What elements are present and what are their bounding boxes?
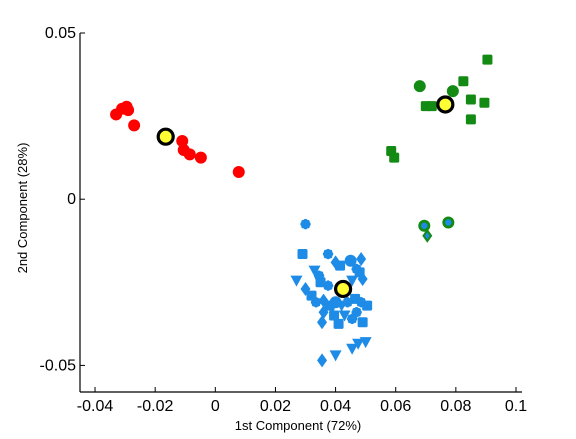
y-tick-label: -0.05 [40,357,77,374]
data-point [300,218,311,230]
data-point [479,97,490,108]
x-tick-label: -0.02 [137,398,174,415]
data-point [426,101,437,112]
data-point [465,114,476,125]
x-tick-label: 0.06 [380,398,411,415]
data-point [322,248,334,260]
data-point [290,275,303,287]
data-point [458,76,469,87]
data-point [297,249,308,260]
data-point [362,300,373,311]
data-point [346,313,358,325]
data-point [356,252,367,267]
x-tick-label: -0.04 [77,398,114,415]
series-1 [290,218,373,368]
data-point [176,135,189,148]
centroid-marker [333,279,353,299]
x-tick-label: 0.04 [320,398,351,415]
y-tick-label: 0.05 [45,25,76,42]
data-point [317,353,328,368]
x-tick-label: 0 [211,398,220,415]
data-point [232,165,245,178]
data-point [442,216,455,229]
data-point [322,280,334,291]
data-point [422,228,433,243]
data-point [329,350,342,362]
data-point [329,310,340,321]
data-point [351,263,362,275]
centroid-marker [156,127,175,146]
data-point [335,260,346,271]
data-point [346,275,359,287]
data-point [413,80,426,93]
data-point [308,265,321,277]
x-tick-label: 0.08 [440,398,471,415]
data-point [352,338,365,350]
data-point [318,305,329,320]
data-point [465,94,476,105]
data-point [183,148,196,161]
data-point [310,297,322,308]
data-point [333,318,344,329]
y-axis-title: 2nd Component (28%) [15,143,30,274]
data-point [317,315,328,330]
data-point [357,317,368,328]
x-tick-label: 0.1 [505,398,527,415]
data-point [357,271,368,286]
series-0 [110,100,245,178]
data-point [351,307,362,318]
series-2 [386,54,493,243]
axes: -0.04 -0.02 0 0.02 0.04 0.06 0.08 0.1 -0.05 0 0.05 [40,25,528,415]
data-point [389,152,400,163]
data-point [418,219,431,232]
centroid-marker [436,95,455,114]
data-point [446,85,459,98]
cluster-centroids [156,95,455,299]
data-point [346,343,359,355]
data-point [338,310,351,322]
x-axis-title: 1st Component (72%) [235,418,361,433]
data-point [482,54,493,65]
data-points [110,54,493,368]
data-point [194,151,207,164]
data-point [122,104,135,117]
x-tick-label: 0.02 [260,398,291,415]
y-tick-label: 0 [67,191,76,208]
data-point [344,254,357,267]
data-point [128,119,141,132]
